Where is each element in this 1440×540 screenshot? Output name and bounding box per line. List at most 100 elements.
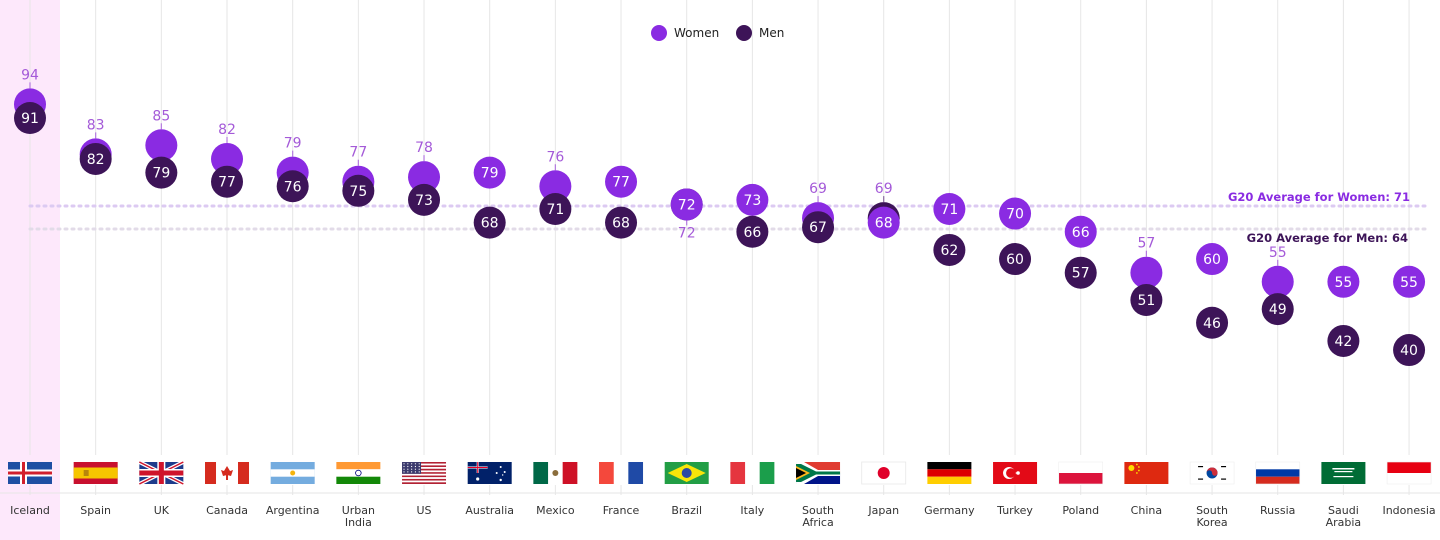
point-men — [802, 211, 835, 244]
value-label-men: 77 — [218, 175, 236, 191]
flag-russia-icon — [1255, 461, 1301, 485]
value-label-men: 79 — [152, 166, 170, 182]
legend-swatch-women — [651, 25, 667, 41]
point-men — [605, 206, 638, 239]
value-label-women: 82 — [218, 122, 236, 138]
value-label-women: 85 — [152, 108, 170, 124]
average-label-women: G20 Average for Women: 71 — [1228, 190, 1410, 204]
point-women — [1393, 265, 1426, 298]
point-men — [145, 156, 178, 189]
category-label: Russia — [1260, 504, 1295, 517]
point-men — [276, 170, 309, 203]
flag-iceland-icon — [8, 462, 52, 484]
point-men — [1064, 256, 1097, 289]
value-label-men: 46 — [1203, 316, 1221, 332]
point-women — [539, 170, 572, 203]
value-label-men: 42 — [1334, 334, 1352, 350]
point-men — [14, 102, 46, 134]
category-label: South Africa — [802, 504, 834, 529]
point-women — [867, 206, 900, 239]
legend-label-men: Men — [759, 26, 784, 40]
category-label: UK — [154, 504, 170, 517]
flag-italy-icon — [730, 462, 775, 484]
value-label-men: 51 — [1137, 293, 1155, 309]
category-label: Brazil — [671, 504, 702, 517]
value-label-men: 76 — [284, 179, 302, 195]
legend: Women Men — [651, 25, 784, 41]
category-label: South Korea — [1196, 504, 1228, 529]
value-label-men: 75 — [349, 184, 367, 200]
value-label-women: 79 — [284, 136, 302, 152]
point-women — [1327, 265, 1360, 298]
flag-australia-icon — [467, 462, 512, 484]
value-label-women: 73 — [743, 193, 761, 209]
point-women — [408, 161, 441, 194]
value-label-men: 68 — [612, 216, 630, 232]
category-label: Saudi Arabia — [1326, 504, 1362, 529]
category-label: Italy — [740, 504, 764, 517]
value-label-women: 55 — [1400, 275, 1418, 291]
point-women — [736, 183, 769, 216]
value-label-women: 71 — [940, 202, 958, 218]
value-label-women: 68 — [875, 216, 893, 232]
legend-swatch-men — [736, 25, 752, 41]
flag-germany-icon — [927, 462, 972, 484]
point-men — [1393, 334, 1426, 367]
value-label-women: 76 — [546, 149, 564, 165]
flag-brazil-icon — [664, 462, 709, 484]
flag-saudi-arabia-icon — [1321, 462, 1366, 484]
value-label-women: 60 — [1203, 252, 1221, 268]
flag-spain-icon — [73, 462, 118, 484]
point-men — [1130, 284, 1163, 316]
point-women — [145, 129, 178, 162]
point-women — [473, 156, 506, 189]
value-label-men: 69 — [875, 181, 893, 197]
category-label: France — [603, 504, 640, 517]
category-label: Spain — [80, 504, 111, 517]
value-label-men: 57 — [1072, 266, 1090, 282]
point-men — [539, 193, 572, 225]
category-label: Germany — [924, 504, 975, 517]
point-men — [473, 206, 506, 239]
point-women — [1196, 243, 1229, 276]
average-label-men: G20 Average for Men: 64 — [1247, 231, 1408, 245]
value-label-women: 69 — [809, 181, 827, 197]
flag-south-korea-icon — [1189, 461, 1235, 485]
value-label-men: 40 — [1400, 343, 1418, 359]
flag-us-icon — [402, 462, 447, 484]
point-women — [670, 188, 703, 221]
point-men — [736, 215, 769, 248]
category-label: Japan — [867, 504, 899, 517]
value-label-women: 78 — [415, 140, 433, 156]
point-men — [1261, 293, 1294, 326]
value-label-men: 60 — [1006, 252, 1024, 268]
category-label: Poland — [1062, 504, 1099, 517]
value-label-men: 66 — [743, 225, 761, 241]
point-men — [999, 243, 1032, 276]
point-women — [1130, 256, 1163, 289]
point-women — [999, 197, 1032, 230]
value-label-women: 55 — [1269, 245, 1287, 261]
value-label-men: 67 — [809, 220, 827, 236]
value-label-women: 72 — [678, 225, 696, 241]
value-label-men: 91 — [21, 111, 39, 127]
flag-china-icon — [1124, 462, 1169, 484]
value-label-women: 94 — [21, 67, 39, 83]
point-men — [933, 233, 966, 266]
point-women — [933, 193, 966, 225]
category-label: Argentina — [266, 504, 320, 517]
point-women — [1261, 265, 1294, 298]
point-men — [342, 174, 375, 207]
legend-label-women: Women — [674, 26, 719, 40]
flag-mexico-icon — [533, 462, 578, 484]
flag-canada-icon — [205, 462, 250, 484]
point-men — [408, 183, 441, 216]
flag-japan-icon — [861, 461, 907, 485]
value-label-women: 55 — [1334, 275, 1352, 291]
point-men — [1327, 324, 1360, 357]
category-label: Australia — [465, 504, 514, 517]
point-women — [211, 142, 244, 175]
point-men — [211, 165, 244, 198]
value-label-women: 66 — [1072, 225, 1090, 241]
